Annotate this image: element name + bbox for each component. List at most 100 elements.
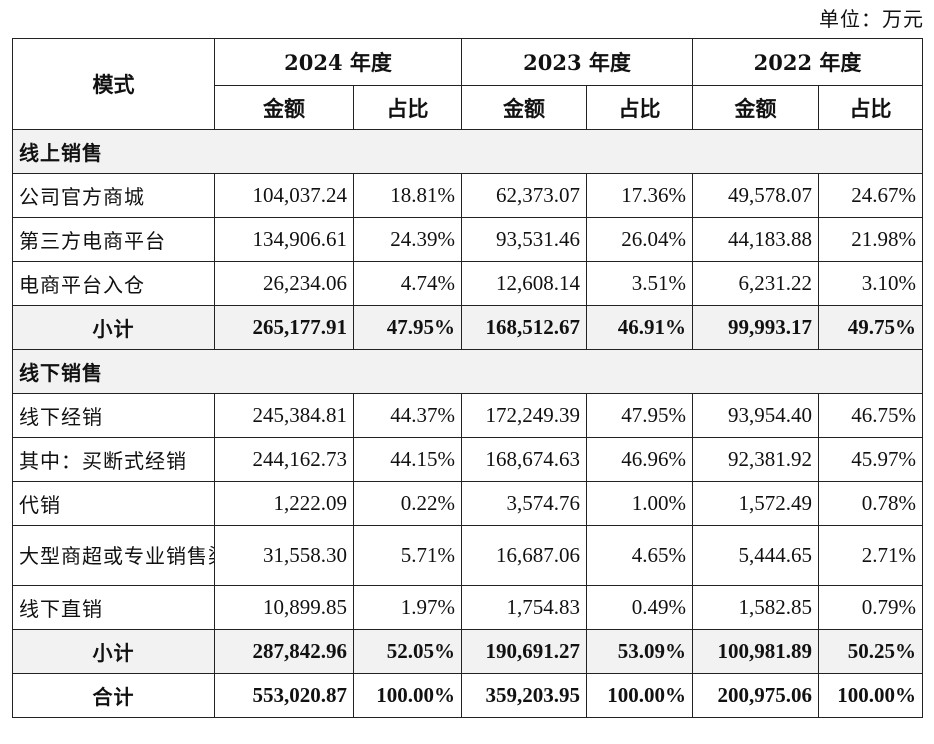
cell-value: 0.79% [818, 585, 924, 630]
row-label: 合计 [12, 673, 215, 718]
cell-value: 0.49% [586, 585, 694, 630]
cell-value: 24.39% [352, 217, 463, 262]
cell-value: 26,234.06 [214, 261, 354, 306]
cell-value: 1,572.49 [692, 481, 820, 526]
cell-value: 92,381.92 [692, 437, 820, 482]
subtotal-row-offline: 小计 287,842.96 52.05% 190,691.27 53.09% 1… [12, 629, 924, 674]
year-header-2022: 2022 年度 [692, 38, 924, 86]
cell-value: 6,231.22 [692, 261, 820, 306]
total-row: 合计 553,020.87 100.00% 359,203.95 100.00%… [12, 673, 924, 718]
cell-value: 1,582.85 [692, 585, 820, 630]
amount-header: 金额 [692, 85, 820, 130]
cell-value: 168,674.63 [461, 437, 588, 482]
cell-value: 44.37% [352, 393, 463, 438]
cell-value: 12,608.14 [461, 261, 588, 306]
cell-value: 200,975.06 [692, 673, 820, 718]
year-header-2024: 2024 年度 [213, 38, 463, 86]
section-title: 线下销售 [11, 349, 924, 394]
cell-value: 1.00% [586, 481, 694, 526]
row-label: 线下直销 [12, 585, 215, 630]
cell-value: 1.97% [352, 585, 463, 630]
table-row: 大型商超或专业销售渠道 31,558.30 5.71% 16,687.06 4.… [12, 525, 924, 586]
cell-value: 99,993.17 [692, 305, 820, 350]
cell-value: 3.10% [818, 261, 924, 306]
cell-value: 5.71% [352, 525, 463, 586]
cell-value: 53.09% [586, 629, 694, 674]
cell-value: 100,981.89 [692, 629, 820, 674]
cell-value: 17.36% [586, 173, 694, 218]
cell-value: 287,842.96 [214, 629, 354, 674]
section-row-offline: 线下销售 [11, 349, 924, 394]
row-label: 线下经销 [12, 393, 215, 438]
cell-value: 4.74% [352, 261, 463, 306]
cell-value: 553,020.87 [214, 673, 354, 718]
header-row-years: 模式 2024 年度 2023 年度 2022 年度 [12, 38, 924, 130]
cell-value: 26.04% [586, 217, 694, 262]
amount-header: 金额 [461, 85, 588, 130]
row-label: 公司官方商城 [12, 173, 215, 218]
ratio-header: 占比 [352, 85, 463, 130]
cell-value: 3.51% [586, 261, 694, 306]
sales-mode-table: 模式 2024 年度 2023 年度 2022 年度 金额 占比 金额 占比 金… [11, 38, 924, 718]
row-label: 代销 [12, 481, 215, 526]
cell-value: 4.65% [586, 525, 694, 586]
year-header-2023: 2023 年度 [461, 38, 694, 86]
ratio-header: 占比 [818, 85, 924, 130]
row-label: 大型商超或专业销售渠道 [12, 525, 215, 586]
cell-value: 93,954.40 [692, 393, 820, 438]
table-row: 线下经销 245,384.81 44.37% 172,249.39 47.95%… [12, 393, 924, 438]
mode-header: 模式 [12, 38, 215, 130]
cell-value: 18.81% [352, 173, 463, 218]
cell-value: 0.78% [818, 481, 924, 526]
cell-value: 46.96% [586, 437, 694, 482]
table-row: 线下直销 10,899.85 1.97% 1,754.83 0.49% 1,58… [12, 585, 924, 630]
ratio-header: 占比 [586, 85, 694, 130]
cell-value: 100.00% [586, 673, 694, 718]
cell-value: 44,183.88 [692, 217, 820, 262]
cell-value: 5,444.65 [692, 525, 820, 586]
section-row-online: 线上销售 [11, 129, 924, 174]
row-label: 其中：买断式经销 [12, 437, 215, 482]
section-title: 线上销售 [11, 129, 924, 174]
cell-value: 100.00% [352, 673, 463, 718]
cell-value: 100.00% [818, 673, 924, 718]
row-label: 第三方电商平台 [12, 217, 215, 262]
cell-value: 104,037.24 [214, 173, 354, 218]
table-row: 第三方电商平台 134,906.61 24.39% 93,531.46 26.0… [12, 217, 924, 262]
cell-value: 10,899.85 [214, 585, 354, 630]
table-row: 电商平台入仓 26,234.06 4.74% 12,608.14 3.51% 6… [12, 261, 924, 306]
cell-value: 190,691.27 [461, 629, 588, 674]
cell-value: 46.91% [586, 305, 694, 350]
cell-value: 46.75% [818, 393, 924, 438]
cell-value: 168,512.67 [461, 305, 588, 350]
header-row-metrics: 金额 占比 金额 占比 金额 占比 [13, 85, 924, 130]
cell-value: 3,574.76 [461, 481, 588, 526]
cell-value: 31,558.30 [214, 525, 354, 586]
cell-value: 0.22% [352, 481, 463, 526]
cell-value: 359,203.95 [461, 673, 588, 718]
row-label: 电商平台入仓 [12, 261, 215, 306]
subtotal-row-online: 小计 265,177.91 47.95% 168,512.67 46.91% 9… [12, 305, 924, 350]
cell-value: 21.98% [818, 217, 924, 262]
cell-value: 244,162.73 [214, 437, 354, 482]
cell-value: 45.97% [818, 437, 924, 482]
cell-value: 47.95% [586, 393, 694, 438]
cell-value: 24.67% [818, 173, 924, 218]
cell-value: 49,578.07 [692, 173, 820, 218]
cell-value: 50.25% [818, 629, 924, 674]
cell-value: 49.75% [818, 305, 924, 350]
row-label: 小计 [12, 629, 215, 674]
unit-label: 单位：万元 [819, 7, 924, 31]
cell-value: 52.05% [352, 629, 463, 674]
cell-value: 44.15% [352, 437, 463, 482]
cell-value: 16,687.06 [461, 525, 588, 586]
cell-value: 245,384.81 [214, 393, 354, 438]
cell-value: 1,754.83 [461, 585, 588, 630]
cell-value: 62,373.07 [461, 173, 588, 218]
row-label: 小计 [12, 305, 215, 350]
cell-value: 134,906.61 [214, 217, 354, 262]
cell-value: 265,177.91 [214, 305, 354, 350]
cell-value: 93,531.46 [461, 217, 588, 262]
cell-value: 2.71% [818, 525, 924, 586]
table-row: 代销 1,222.09 0.22% 3,574.76 1.00% 1,572.4… [12, 481, 924, 526]
